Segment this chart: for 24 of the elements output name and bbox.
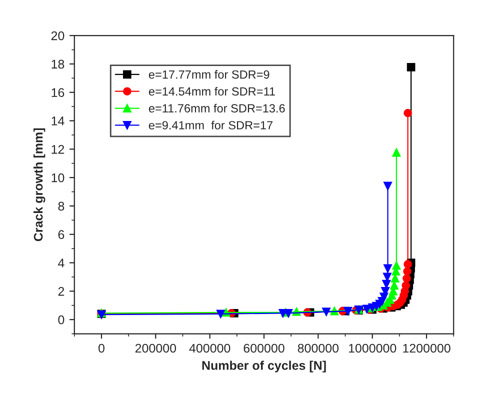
legend-label: e=14.54mm for SDR=11: [148, 86, 275, 96]
y-tick-label: 2: [58, 286, 64, 296]
y-tick-label: 10: [52, 173, 64, 182]
y-tick-label: 6: [58, 230, 64, 240]
x-tick-label: 800000: [298, 344, 339, 353]
x-tick-label: 0: [98, 344, 104, 353]
x-tick-label: 200000: [135, 344, 176, 353]
x-tick-label: 1200000: [403, 344, 450, 353]
y-tick-label: 20: [51, 31, 64, 40]
y-tick-label: 0: [58, 315, 64, 324]
y-axis-title: Crack growth [mm]: [34, 128, 46, 242]
y-tick-label: 18: [52, 60, 64, 69]
legend-label: e=11.76mm for SDR=13.6: [148, 104, 285, 113]
y-tick-label: 4: [58, 258, 64, 268]
x-tick-label: 400000: [189, 344, 230, 353]
x-tick-label: 1000000: [348, 344, 396, 353]
y-tick-label: 8: [58, 202, 64, 211]
y-tick-label: 12: [52, 144, 64, 154]
x-axis-title: Number of cycles [N]: [202, 360, 326, 372]
legend-label: e=9.41mm for SDR=17: [148, 120, 272, 130]
y-tick-label: 16: [52, 88, 64, 98]
legend-label: e=17.77mm for SDR=9: [148, 70, 270, 79]
x-tick-label: 600000: [244, 344, 284, 353]
y-tick-label: 14: [52, 116, 64, 126]
